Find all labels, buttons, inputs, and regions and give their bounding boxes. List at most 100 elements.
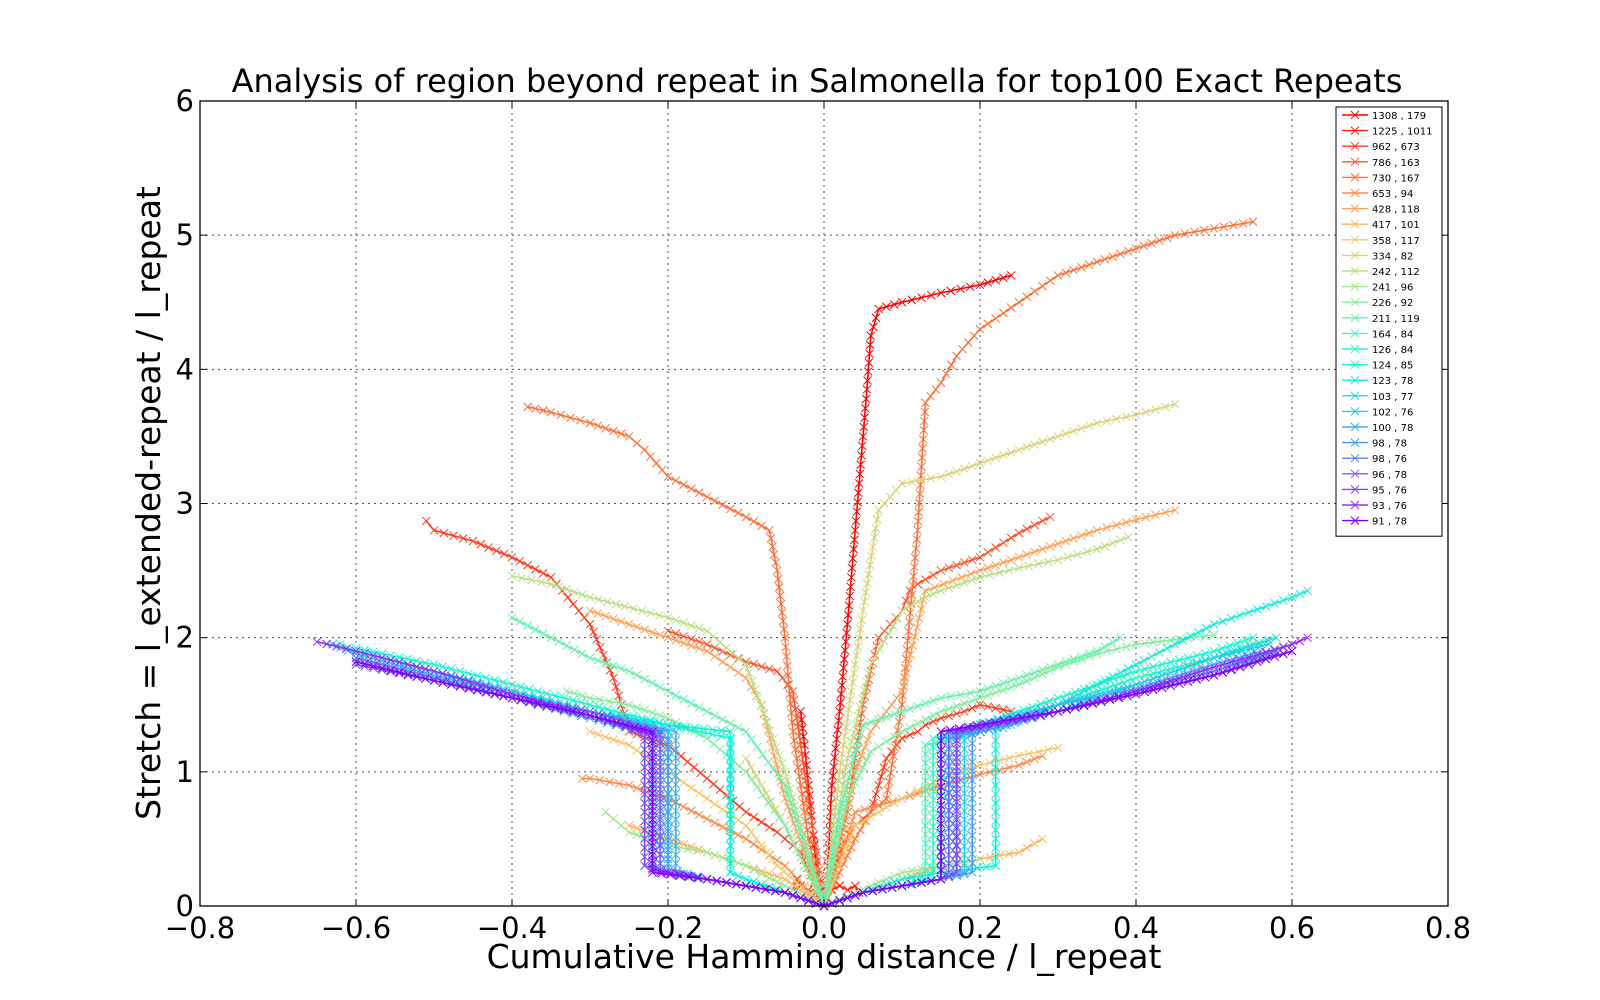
data-point-marker — [593, 656, 603, 665]
legend-marker — [1350, 453, 1360, 463]
data-point-marker — [609, 661, 618, 671]
data-point-marker — [710, 818, 720, 828]
data-point-marker — [655, 727, 665, 736]
data-point-marker — [394, 669, 404, 678]
data-point-marker — [1038, 544, 1047, 554]
data-point-marker — [874, 780, 883, 790]
data-point-marker — [648, 708, 657, 718]
data-point-marker — [663, 854, 673, 864]
legend-marker — [1350, 469, 1360, 479]
data-point-marker — [860, 805, 869, 814]
data-point-marker — [887, 760, 897, 769]
data-point-marker — [884, 777, 894, 786]
data-point-marker — [991, 834, 1000, 844]
data-point-marker — [1038, 437, 1047, 447]
data-point-marker — [844, 704, 854, 714]
data-point-marker — [360, 648, 370, 658]
data-point-marker — [1014, 563, 1024, 573]
data-point-marker — [936, 713, 946, 723]
data-point-marker — [926, 391, 935, 401]
data-point-marker — [789, 736, 799, 745]
data-point-marker — [1183, 653, 1193, 663]
data-point-marker — [531, 625, 540, 634]
data-point-marker — [901, 668, 911, 678]
data-point-marker — [446, 664, 456, 674]
data-point-marker — [657, 465, 667, 475]
data-point-marker — [1022, 670, 1032, 680]
data-point-marker — [663, 817, 673, 827]
data-point-marker — [952, 806, 961, 816]
data-point-marker — [1102, 523, 1112, 533]
data-point-marker — [709, 739, 718, 749]
data-point-marker — [1014, 673, 1024, 683]
data-point-marker — [882, 712, 891, 722]
data-point-marker — [844, 601, 854, 610]
data-point-marker — [838, 672, 848, 681]
data-point-marker — [841, 722, 851, 732]
legend-label: 164 , 84 — [1372, 329, 1413, 340]
data-point-marker — [351, 646, 361, 656]
data-point-marker — [965, 282, 975, 292]
data-point-marker — [1053, 539, 1063, 549]
data-point-marker — [568, 707, 578, 716]
data-point-marker — [967, 739, 977, 748]
y-axis-label: Stretch = l_extended-repeat / l_repeat — [129, 186, 168, 820]
data-point-marker — [897, 868, 907, 877]
data-point-marker — [1200, 665, 1210, 675]
data-point-marker — [715, 745, 725, 754]
data-point-marker — [648, 806, 657, 816]
data-point-marker — [718, 500, 727, 510]
legend-marker — [1350, 422, 1360, 432]
data-point-marker — [585, 774, 595, 783]
data-point-marker — [1061, 660, 1071, 669]
data-point-marker — [1053, 660, 1063, 669]
data-point-marker — [694, 703, 704, 712]
data-point-marker — [851, 746, 861, 756]
data-point-marker — [975, 280, 985, 290]
data-point-marker — [421, 516, 431, 526]
legend-marker — [1350, 110, 1360, 120]
legend-label: 126 , 84 — [1372, 345, 1413, 356]
y-tick-label: 2 — [176, 621, 194, 655]
data-point-marker — [936, 736, 946, 746]
data-point-marker — [967, 461, 977, 471]
data-point-marker — [360, 659, 370, 669]
data-point-marker — [967, 775, 977, 785]
data-point-marker — [874, 742, 883, 752]
data-point-marker — [637, 606, 647, 616]
data-point-marker — [804, 794, 813, 804]
data-point-marker — [858, 432, 868, 441]
legend-label: 226 , 92 — [1372, 298, 1413, 309]
data-point-marker — [805, 858, 815, 868]
data-point-marker — [1030, 668, 1039, 677]
data-point-marker — [1166, 657, 1176, 667]
data-point-marker — [570, 587, 579, 597]
data-point-marker — [684, 871, 694, 881]
data-point-marker — [960, 707, 969, 716]
data-point-marker — [612, 719, 622, 728]
data-point-marker — [926, 473, 936, 483]
data-point-marker — [1102, 647, 1112, 656]
data-point-marker — [991, 807, 1000, 817]
data-point-marker — [765, 873, 774, 883]
data-point-marker — [936, 874, 946, 884]
data-point-marker — [640, 816, 649, 826]
data-point-marker — [991, 275, 1000, 285]
data-point-marker — [523, 621, 532, 630]
data-point-marker — [791, 815, 801, 825]
data-point-marker — [1053, 700, 1063, 710]
data-point-marker — [921, 575, 930, 584]
legend-label: 241 , 96 — [1372, 283, 1413, 294]
data-point-marker — [735, 761, 744, 771]
data-point-marker — [879, 763, 889, 772]
data-point-marker — [862, 677, 871, 686]
legend-marker — [1350, 126, 1360, 135]
data-point-marker — [889, 798, 899, 808]
data-point-marker — [663, 472, 673, 482]
data-point-marker — [585, 606, 595, 616]
data-point-marker — [777, 608, 787, 617]
legend-label: 653 , 94 — [1372, 189, 1413, 200]
data-point-marker — [609, 426, 618, 436]
data-point-marker — [853, 497, 862, 507]
data-point-marker — [1014, 847, 1024, 857]
